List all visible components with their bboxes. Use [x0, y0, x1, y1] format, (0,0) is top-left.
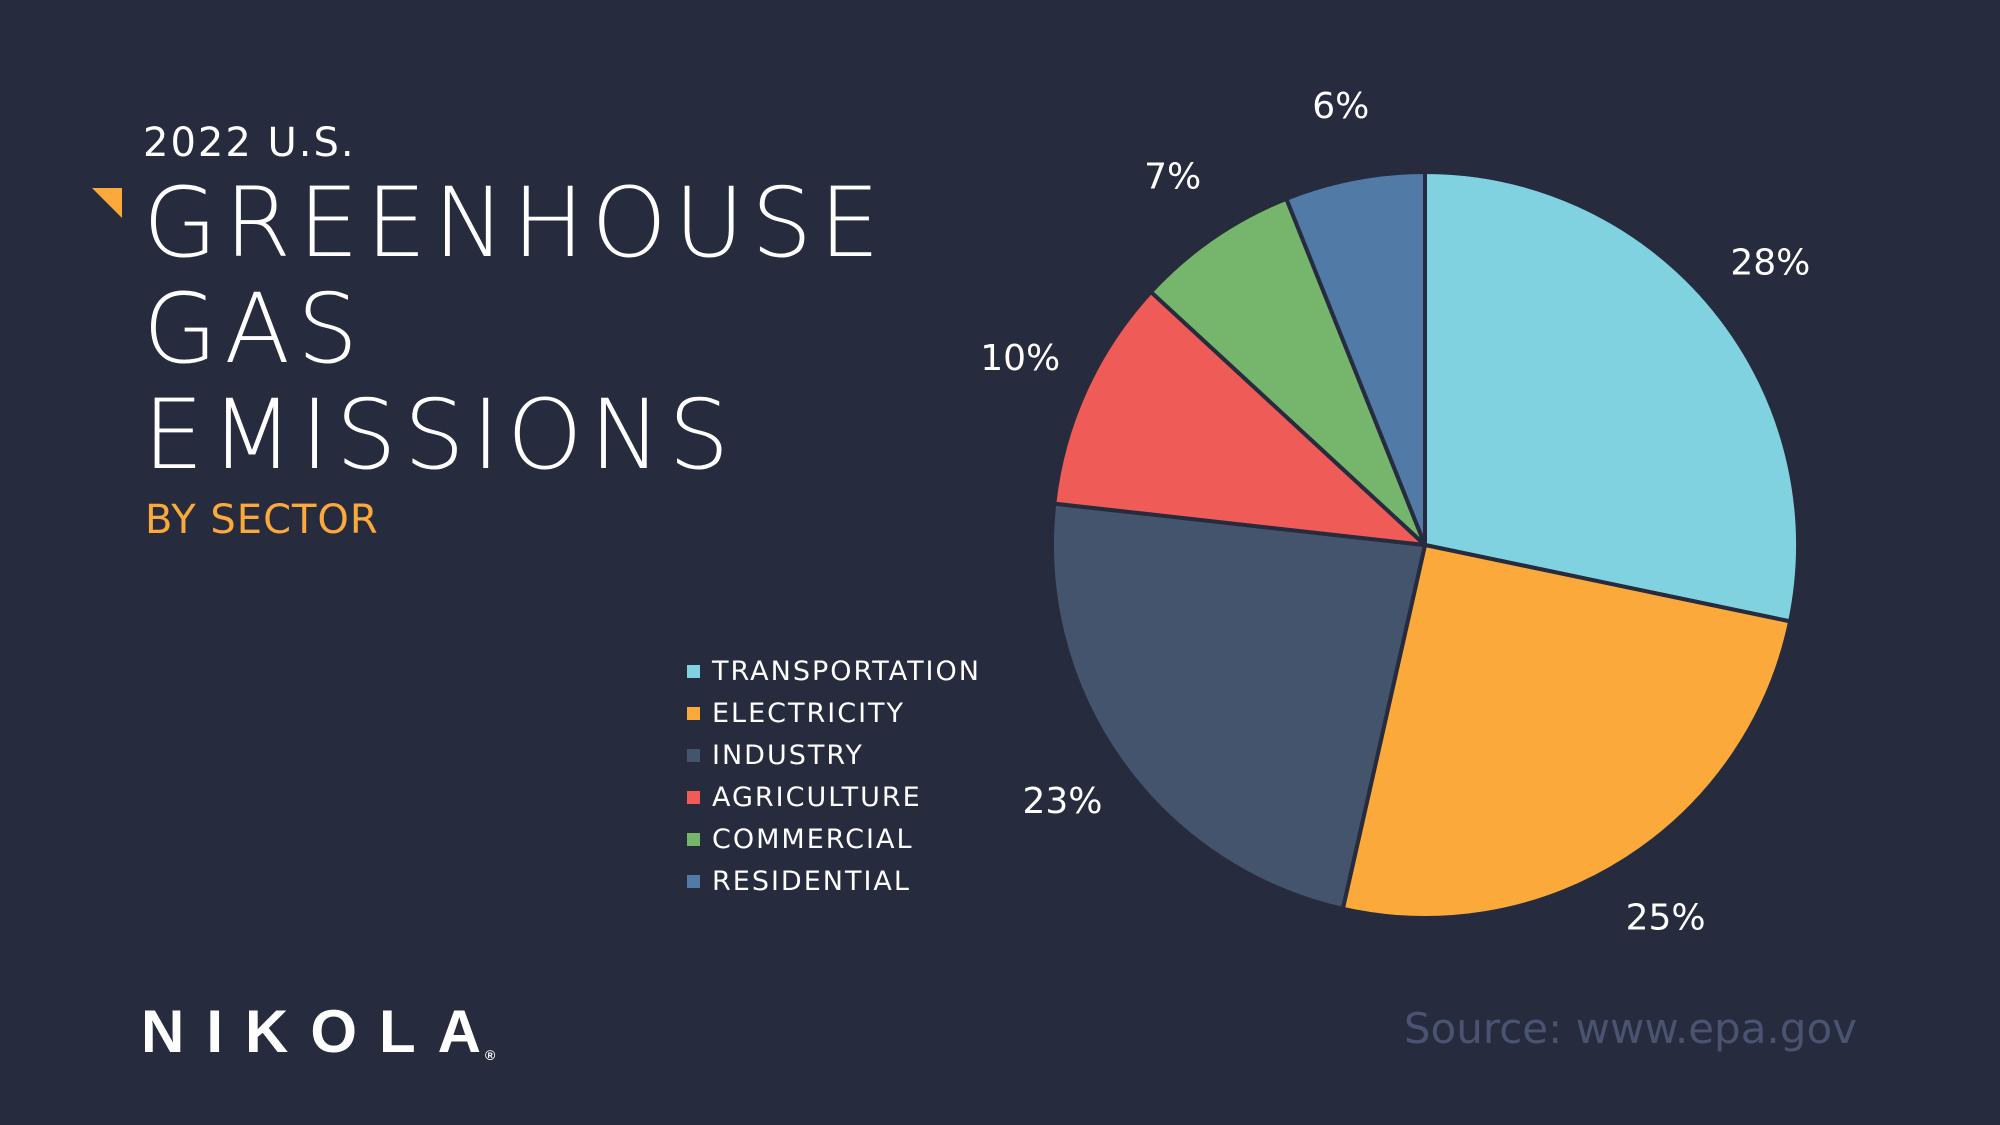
legend-label: TRANSPORTATION [712, 655, 981, 687]
pie-slice-commercial [1149, 196, 1427, 547]
legend-item-electricity: ELECTRICITY [687, 692, 981, 734]
legend-label: INDUSTRY [712, 739, 864, 771]
nikola-logo: NIKOLA® [141, 1002, 513, 1063]
logo-text: NIKOLA [141, 998, 503, 1065]
slice-value-label: 25% [1626, 897, 1706, 938]
legend-label: AGRICULTURE [712, 781, 922, 813]
chart-title-line: GREENHOUSE [143, 167, 887, 279]
chart-title: GREENHOUSE GAS EMISSIONS [143, 170, 887, 488]
legend-item-industry: INDUSTRY [687, 734, 981, 776]
legend-swatch [687, 790, 700, 804]
slice-value-label: 6% [1312, 86, 1369, 127]
corner-accent-mark [92, 188, 122, 218]
chart-title-line: GAS [143, 273, 365, 385]
legend-swatch [687, 832, 700, 846]
registered-mark: ® [484, 1047, 496, 1063]
pie-slice-transportation [1423, 170, 1800, 624]
chart-legend: TRANSPORTATION ELECTRICITY INDUSTRY AGRI… [687, 650, 981, 902]
pie-slice-agriculture [1052, 289, 1427, 547]
slice-value-label: 23% [1023, 781, 1103, 822]
legend-label: RESIDENTIAL [712, 865, 911, 897]
legend-label: ELECTRICITY [712, 697, 906, 729]
slice-value-label: 10% [980, 338, 1060, 379]
pie-slice-industry [1050, 501, 1427, 911]
chart-subtitle-year: 2022 U.S. [143, 120, 356, 166]
source-credit: Source: www.epa.gov [1403, 1004, 1857, 1053]
legend-swatch [687, 748, 700, 762]
chart-title-line: EMISSIONS [143, 379, 737, 491]
slice-value-label: 28% [1730, 242, 1810, 283]
legend-item-agriculture: AGRICULTURE [687, 776, 981, 818]
legend-swatch [687, 874, 700, 888]
legend-item-residential: RESIDENTIAL [687, 860, 981, 902]
legend-item-commercial: COMMERCIAL [687, 818, 981, 860]
chart-subtitle-by-sector: BY SECTOR [145, 497, 379, 543]
pie-slice-electricity [1340, 543, 1793, 920]
pie-slice-residential [1284, 170, 1427, 547]
slice-value-label: 7% [1144, 156, 1201, 197]
legend-item-transportation: TRANSPORTATION [687, 650, 981, 692]
legend-swatch [687, 706, 700, 720]
legend-label: COMMERCIAL [712, 823, 914, 855]
legend-swatch [687, 664, 700, 678]
